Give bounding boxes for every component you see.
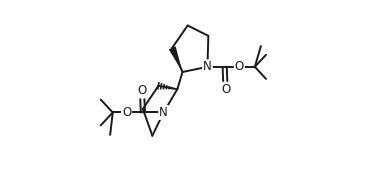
Text: O: O xyxy=(122,106,131,119)
Text: O: O xyxy=(235,60,244,73)
Text: O: O xyxy=(221,83,230,96)
Text: N: N xyxy=(159,106,168,119)
Text: O: O xyxy=(137,85,147,97)
Text: N: N xyxy=(203,60,212,73)
Polygon shape xyxy=(169,46,182,72)
